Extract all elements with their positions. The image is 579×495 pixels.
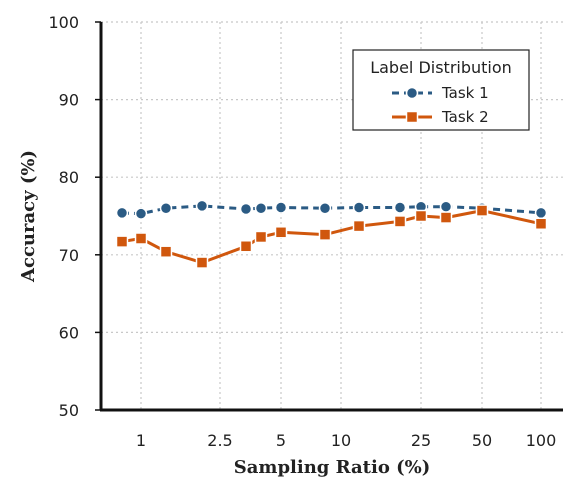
x-tick-label: 10 <box>331 431 351 450</box>
x-axis-title: Sampling Ratio (%) <box>234 457 431 478</box>
y-tick-label: 60 <box>59 323 79 342</box>
data-point <box>254 201 268 215</box>
data-point <box>393 201 407 214</box>
legend-box <box>352 49 530 131</box>
x-tick-label: 5 <box>276 431 286 450</box>
data-point <box>393 215 407 228</box>
data-point <box>534 217 548 231</box>
data-point <box>239 202 253 216</box>
y-axis-title: Accuracy (%) <box>18 150 39 283</box>
legend-items: Task 1 Task 2 <box>392 84 489 126</box>
legend-label: Task 2 <box>441 108 489 126</box>
data-point <box>195 256 209 269</box>
legend-marker <box>405 110 419 124</box>
legend-label: Task 1 <box>441 84 489 102</box>
x-tick-label: 100 <box>526 431 557 450</box>
x-tick-label: 2.5 <box>207 431 232 450</box>
series-layer <box>115 199 548 269</box>
legend-item: Task 2 <box>392 108 489 126</box>
data-point <box>274 226 288 239</box>
y-tick-label: 80 <box>59 168 79 187</box>
data-point <box>159 201 173 215</box>
y-tick-labels: 50 60 70 80 90 100 <box>48 13 101 420</box>
data-point <box>352 219 366 233</box>
data-point <box>115 235 129 248</box>
legend-title: Label Distribution <box>370 58 512 77</box>
data-point <box>318 201 332 215</box>
x-tick-label: 50 <box>472 431 492 450</box>
legend: Label Distribution Task 1 Task 2 <box>352 49 530 131</box>
x-tick-labels: 1 2.5 5 10 25 50 100 <box>136 431 556 450</box>
legend-item: Task 1 <box>392 84 489 102</box>
data-point <box>414 209 428 223</box>
data-point <box>475 204 489 217</box>
data-point <box>159 245 173 258</box>
data-point <box>254 230 268 244</box>
data-point <box>274 201 288 214</box>
data-point <box>134 232 148 245</box>
data-point <box>439 211 453 224</box>
axes <box>99 22 563 412</box>
data-point <box>195 199 209 213</box>
y-tick-label: 70 <box>59 246 79 265</box>
data-point <box>534 206 548 220</box>
x-tick-label: 1 <box>136 431 146 450</box>
data-point <box>352 201 366 214</box>
y-tick-label: 50 <box>59 401 79 420</box>
data-point <box>134 207 148 220</box>
y-tick-label: 90 <box>59 91 79 110</box>
legend-marker <box>405 86 419 100</box>
data-point <box>239 240 253 253</box>
y-tick-label: 100 <box>48 13 79 32</box>
data-point <box>115 206 129 220</box>
data-point <box>318 228 332 241</box>
x-tick-label: 25 <box>411 431 431 450</box>
series-2 <box>115 204 548 269</box>
data-point <box>439 200 453 213</box>
